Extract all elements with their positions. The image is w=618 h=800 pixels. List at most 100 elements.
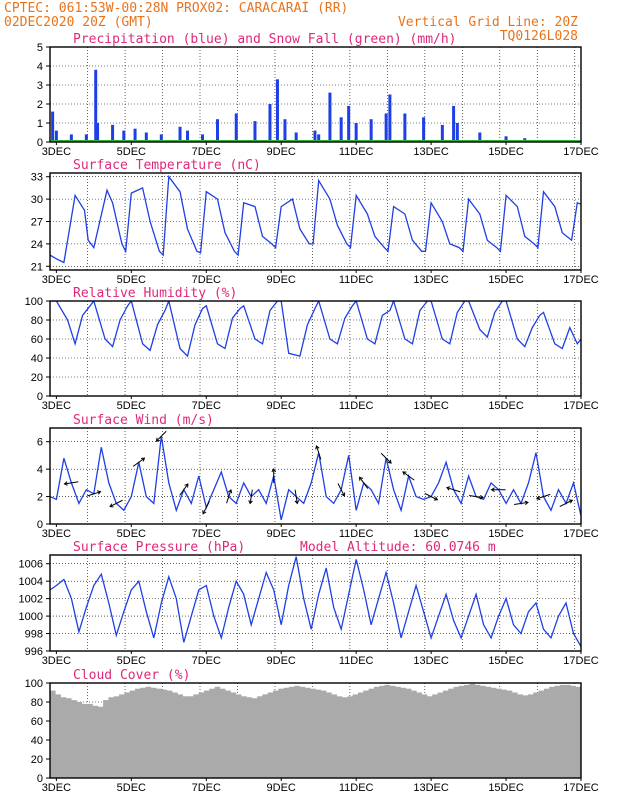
cloud-bar <box>283 687 290 778</box>
x-tick-label: 11DEC <box>339 274 374 286</box>
cloud-bar <box>352 694 359 778</box>
x-tick-label: 15DEC <box>488 782 524 794</box>
cloud-bar <box>119 694 125 778</box>
cloud-bar <box>527 694 534 778</box>
cloud-bar <box>273 690 279 778</box>
cloud-bar <box>480 685 486 778</box>
y-tick-label: 4 <box>37 61 43 73</box>
x-tick-label: 17DEC <box>563 528 599 540</box>
cloud-bar <box>87 703 93 778</box>
x-tick-label: 7DEC <box>192 655 221 667</box>
cloud-bar <box>315 689 322 778</box>
panel-wind: 0 2 4 6 3DEC 5DEC 7DEC 9DEC 11DEC 13DEC 15DEC 17DEC… <box>37 413 599 540</box>
press-line <box>50 556 581 647</box>
y-tick-label: 40 <box>31 353 43 365</box>
panel-frame <box>49 46 582 143</box>
wind-arrow <box>337 483 345 497</box>
cloud-bar <box>469 683 476 778</box>
x-tick-label: 3DEC <box>42 146 71 158</box>
cloud-bar <box>278 688 284 778</box>
precip-bar <box>268 104 272 142</box>
cloud-bar <box>55 694 61 778</box>
precip-bar <box>54 130 58 142</box>
x-tick-label: 7DEC <box>192 400 221 412</box>
cloud-bar <box>559 684 566 778</box>
cloud-bar <box>565 684 571 778</box>
cloud-bar <box>575 686 581 778</box>
cloud-bar <box>331 694 338 778</box>
cloud-bar <box>294 685 300 778</box>
cloud-bar <box>214 686 221 778</box>
cloud-bar <box>177 694 184 778</box>
header-station: CPTEC: 061:53W-00:28N PROX02: CARACARAI … <box>4 1 348 16</box>
panel-press: 996 998 1000 1002 1004 1006 3DEC 5DEC 7DEC 9DEC 11… <box>19 540 599 667</box>
cloud-bar <box>203 690 210 778</box>
y-tick-label: 60 <box>31 334 43 346</box>
cloud-bar <box>411 690 417 778</box>
precip-bar <box>253 121 257 142</box>
y-tick-label: 20 <box>31 754 43 766</box>
y-tick-label: 21 <box>31 261 43 273</box>
y-tick-label: 4 <box>37 464 43 476</box>
cloud-bar <box>485 686 492 778</box>
panel-title: Relative Humidity (%) <box>73 286 237 301</box>
precip-bar <box>84 134 88 142</box>
precip-bar <box>122 130 126 142</box>
precip-bar <box>94 69 98 142</box>
panel-data <box>50 430 581 521</box>
precip-bar <box>294 132 298 142</box>
y-tick-label: 3 <box>37 80 43 92</box>
y-tick-label: 100 <box>25 678 43 690</box>
cloud-bar <box>326 692 332 778</box>
x-tick-label: 5DEC <box>117 782 146 794</box>
precip-bar <box>455 123 459 142</box>
cloud-bar <box>570 685 576 778</box>
cloud-bar <box>262 694 269 778</box>
cloud-bar <box>342 697 348 778</box>
precip-bar <box>452 105 456 142</box>
cloud-bar <box>421 694 428 778</box>
precip-bar <box>69 134 73 142</box>
x-tick-label: 13DEC <box>413 146 449 158</box>
cloud-bar <box>209 688 215 778</box>
x-tick-label: 17DEC <box>563 400 599 412</box>
precip-bar <box>51 111 55 142</box>
cloud-bar <box>538 690 545 778</box>
y-tick-label: 30 <box>31 194 43 206</box>
panel-frame <box>49 300 582 397</box>
precip-bar <box>313 130 317 142</box>
y-tick-label: 6 <box>37 437 43 449</box>
precip-bar <box>440 124 444 142</box>
precip-bar <box>283 119 287 142</box>
panel-title-extra: Model Altitude: 60.0746 m <box>300 540 496 555</box>
wind-arrow-head <box>109 503 114 508</box>
wind-arrow <box>316 445 322 460</box>
wind-arrow-head <box>446 486 451 491</box>
cloud-bar <box>347 696 353 778</box>
wind-arrow-head <box>341 492 346 497</box>
cloud-bar <box>145 686 152 778</box>
cloud-bar <box>166 690 173 778</box>
cloud-bar <box>501 689 507 778</box>
cloud-bar <box>432 694 438 778</box>
cloud-bar <box>448 688 454 778</box>
wind-arrow-head <box>184 483 189 488</box>
cloud-bar <box>442 690 449 778</box>
cloud-bar <box>172 692 178 778</box>
cloud-bar <box>103 700 109 778</box>
x-tick-label: 17DEC <box>563 146 599 158</box>
wind-arrow-head <box>63 481 68 486</box>
cloud-bar <box>490 687 497 778</box>
x-tick-label: 13DEC <box>413 274 449 286</box>
cloud-bar <box>188 696 194 778</box>
cloud-bar <box>140 687 146 778</box>
panel-data <box>50 683 581 778</box>
wind-arrow <box>359 476 369 489</box>
wind-arrow <box>132 457 145 467</box>
precip-bar <box>96 123 100 142</box>
x-tick-label: 11DEC <box>339 528 374 540</box>
wind-arrow <box>536 493 551 500</box>
wind-arrow <box>249 489 253 504</box>
x-tick-label: 15DEC <box>488 400 524 412</box>
wind-arrow-head <box>248 500 253 505</box>
